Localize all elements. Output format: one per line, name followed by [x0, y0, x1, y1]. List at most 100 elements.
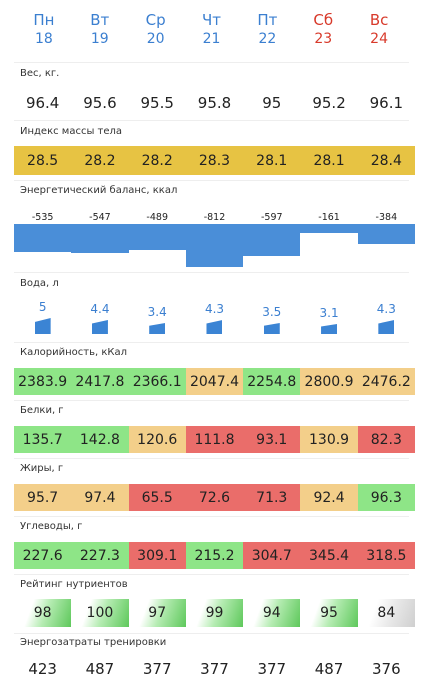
divider — [14, 120, 409, 121]
day-thu[interactable]: Чт 21 — [201, 11, 222, 47]
water-glass-icon — [91, 320, 108, 334]
water-row: 5 4.4 3.4 4.3 3.5 3.1 4.3 — [14, 298, 415, 338]
water-value: 3.5 — [262, 305, 282, 319]
fats-value: 97.4 — [71, 484, 129, 511]
training-energy-value: 377 — [257, 660, 287, 678]
day-tue[interactable]: Вт 19 — [90, 11, 110, 47]
calories-value: 2417.8 — [71, 368, 129, 395]
fats-value: 71.3 — [243, 484, 301, 511]
weight-value: 95.5 — [140, 94, 174, 112]
carbs-label: Углеводы, г — [20, 521, 83, 532]
calories-value: 2254.8 — [243, 368, 301, 395]
proteins-value: 82.3 — [357, 426, 415, 453]
bmi-value: 28.1 — [243, 146, 301, 175]
weight-value: 96.4 — [25, 94, 60, 112]
water-value: 4.4 — [90, 302, 110, 316]
energy-balance-bar — [14, 224, 72, 252]
calories-value: 2366.1 — [128, 368, 186, 395]
water-day: 5 — [14, 298, 71, 338]
water-glass-icon — [206, 320, 223, 334]
carbs-value: 227.6 — [14, 542, 72, 569]
energy-balance-bars — [14, 224, 415, 284]
energy-balance-bar — [185, 224, 244, 267]
weight-value: 95.2 — [312, 94, 346, 112]
energy-balance-value: -812 — [203, 212, 226, 223]
water-glass-icon — [263, 323, 280, 334]
fats-row: 95.7 97.4 65.5 72.6 71.3 92.4 96.3 — [14, 484, 415, 511]
weight-row: 96.4 95.6 95.5 95.8 95 95.2 96.1 — [14, 90, 415, 116]
proteins-value: 111.8 — [185, 426, 244, 453]
energy-balance-value: -597 — [260, 212, 283, 223]
carbs-value: 227.3 — [71, 542, 129, 569]
fats-label: Жиры, г — [20, 463, 64, 474]
training-energy-value: 377 — [200, 660, 229, 678]
day-sat[interactable]: Сб 23 — [313, 11, 334, 47]
energy-balance-bar — [128, 224, 186, 250]
divider — [14, 400, 409, 401]
training-energy-value: 376 — [372, 660, 401, 678]
energy-balance-bar — [71, 224, 129, 253]
divider — [14, 272, 409, 273]
weight-value: 95.8 — [197, 94, 232, 112]
day-wed[interactable]: Ср 20 — [145, 11, 166, 47]
energy-balance-value: -489 — [146, 212, 168, 223]
water-label: Вода, л — [20, 278, 59, 289]
carbs-value: 215.2 — [185, 542, 244, 569]
weight-value: 95.6 — [83, 94, 117, 112]
day-sun[interactable]: Вс 24 — [369, 11, 389, 47]
water-glass-icon — [149, 323, 166, 334]
nutrient-rating-label: Рейтинг нутриентов — [20, 579, 128, 590]
energy-balance-value: -547 — [89, 212, 111, 223]
calories-row: 2383.9 2417.8 2366.1 2047.4 2254.8 2800.… — [14, 368, 415, 395]
bmi-value: 28.4 — [357, 146, 415, 175]
carbs-value: 345.4 — [300, 542, 358, 569]
calories-value: 2383.9 — [14, 368, 72, 395]
calories-value: 2047.4 — [185, 368, 244, 395]
fats-value: 65.5 — [128, 484, 186, 511]
fats-value: 96.3 — [357, 484, 415, 511]
calories-value: 2800.9 — [300, 368, 358, 395]
proteins-value: 130.9 — [300, 426, 358, 453]
divider — [14, 633, 409, 634]
weight-label: Вес, кг. — [20, 68, 60, 79]
nutrient-rating-value: 99 — [185, 599, 244, 627]
water-value: 4.3 — [376, 302, 396, 316]
nutrient-rating-value: 94 — [243, 599, 301, 627]
day-mon[interactable]: Пн 18 — [33, 11, 55, 47]
bmi-value: 28.3 — [185, 146, 244, 175]
energy-balance-value: -161 — [318, 212, 340, 223]
water-glass-icon — [378, 320, 395, 334]
energy-balance-value: -535 — [31, 212, 54, 223]
proteins-value: 120.6 — [128, 426, 186, 453]
training-energy-value: 487 — [85, 660, 115, 678]
weight-value: 96.1 — [369, 94, 404, 112]
divider — [14, 516, 409, 517]
carbs-value: 318.5 — [357, 542, 415, 569]
divider — [14, 574, 409, 575]
bmi-value: 28.5 — [14, 146, 72, 175]
energy-balance-values: -535 -547 -489 -812 -597 -161 -384 — [14, 212, 415, 223]
carbs-value: 304.7 — [243, 542, 301, 569]
proteins-value: 135.7 — [14, 426, 72, 453]
bmi-value: 28.2 — [128, 146, 186, 175]
proteins-label: Белки, г — [20, 405, 64, 416]
energy-balance-label: Энергетический баланс, ккал — [20, 185, 178, 196]
energy-balance-value: -384 — [375, 212, 398, 223]
water-value: 3.1 — [319, 306, 339, 320]
bmi-row: 28.5 28.2 28.2 28.3 28.1 28.1 28.4 — [14, 146, 415, 175]
energy-balance-bar — [357, 224, 415, 244]
calories-value: 2476.2 — [357, 368, 415, 395]
bmi-label: Индекс массы тела — [20, 126, 123, 137]
nutrient-rating-row: 98 100 97 99 94 95 84 — [14, 599, 415, 627]
carbs-row: 227.6 227.3 309.1 215.2 304.7 345.4 318.… — [14, 542, 415, 569]
fats-value: 92.4 — [300, 484, 358, 511]
energy-balance-bar — [300, 224, 358, 233]
training-energy-label: Энергозатраты тренировки — [20, 637, 167, 648]
nutrient-rating-value: 97 — [128, 599, 186, 627]
divider — [14, 458, 409, 459]
training-energy-value: 423 — [28, 660, 57, 678]
water-day: 4.3 — [358, 298, 415, 338]
weight-value: 95 — [262, 94, 282, 112]
water-day: 3.1 — [300, 298, 357, 338]
day-fri[interactable]: Пт 22 — [257, 11, 278, 47]
